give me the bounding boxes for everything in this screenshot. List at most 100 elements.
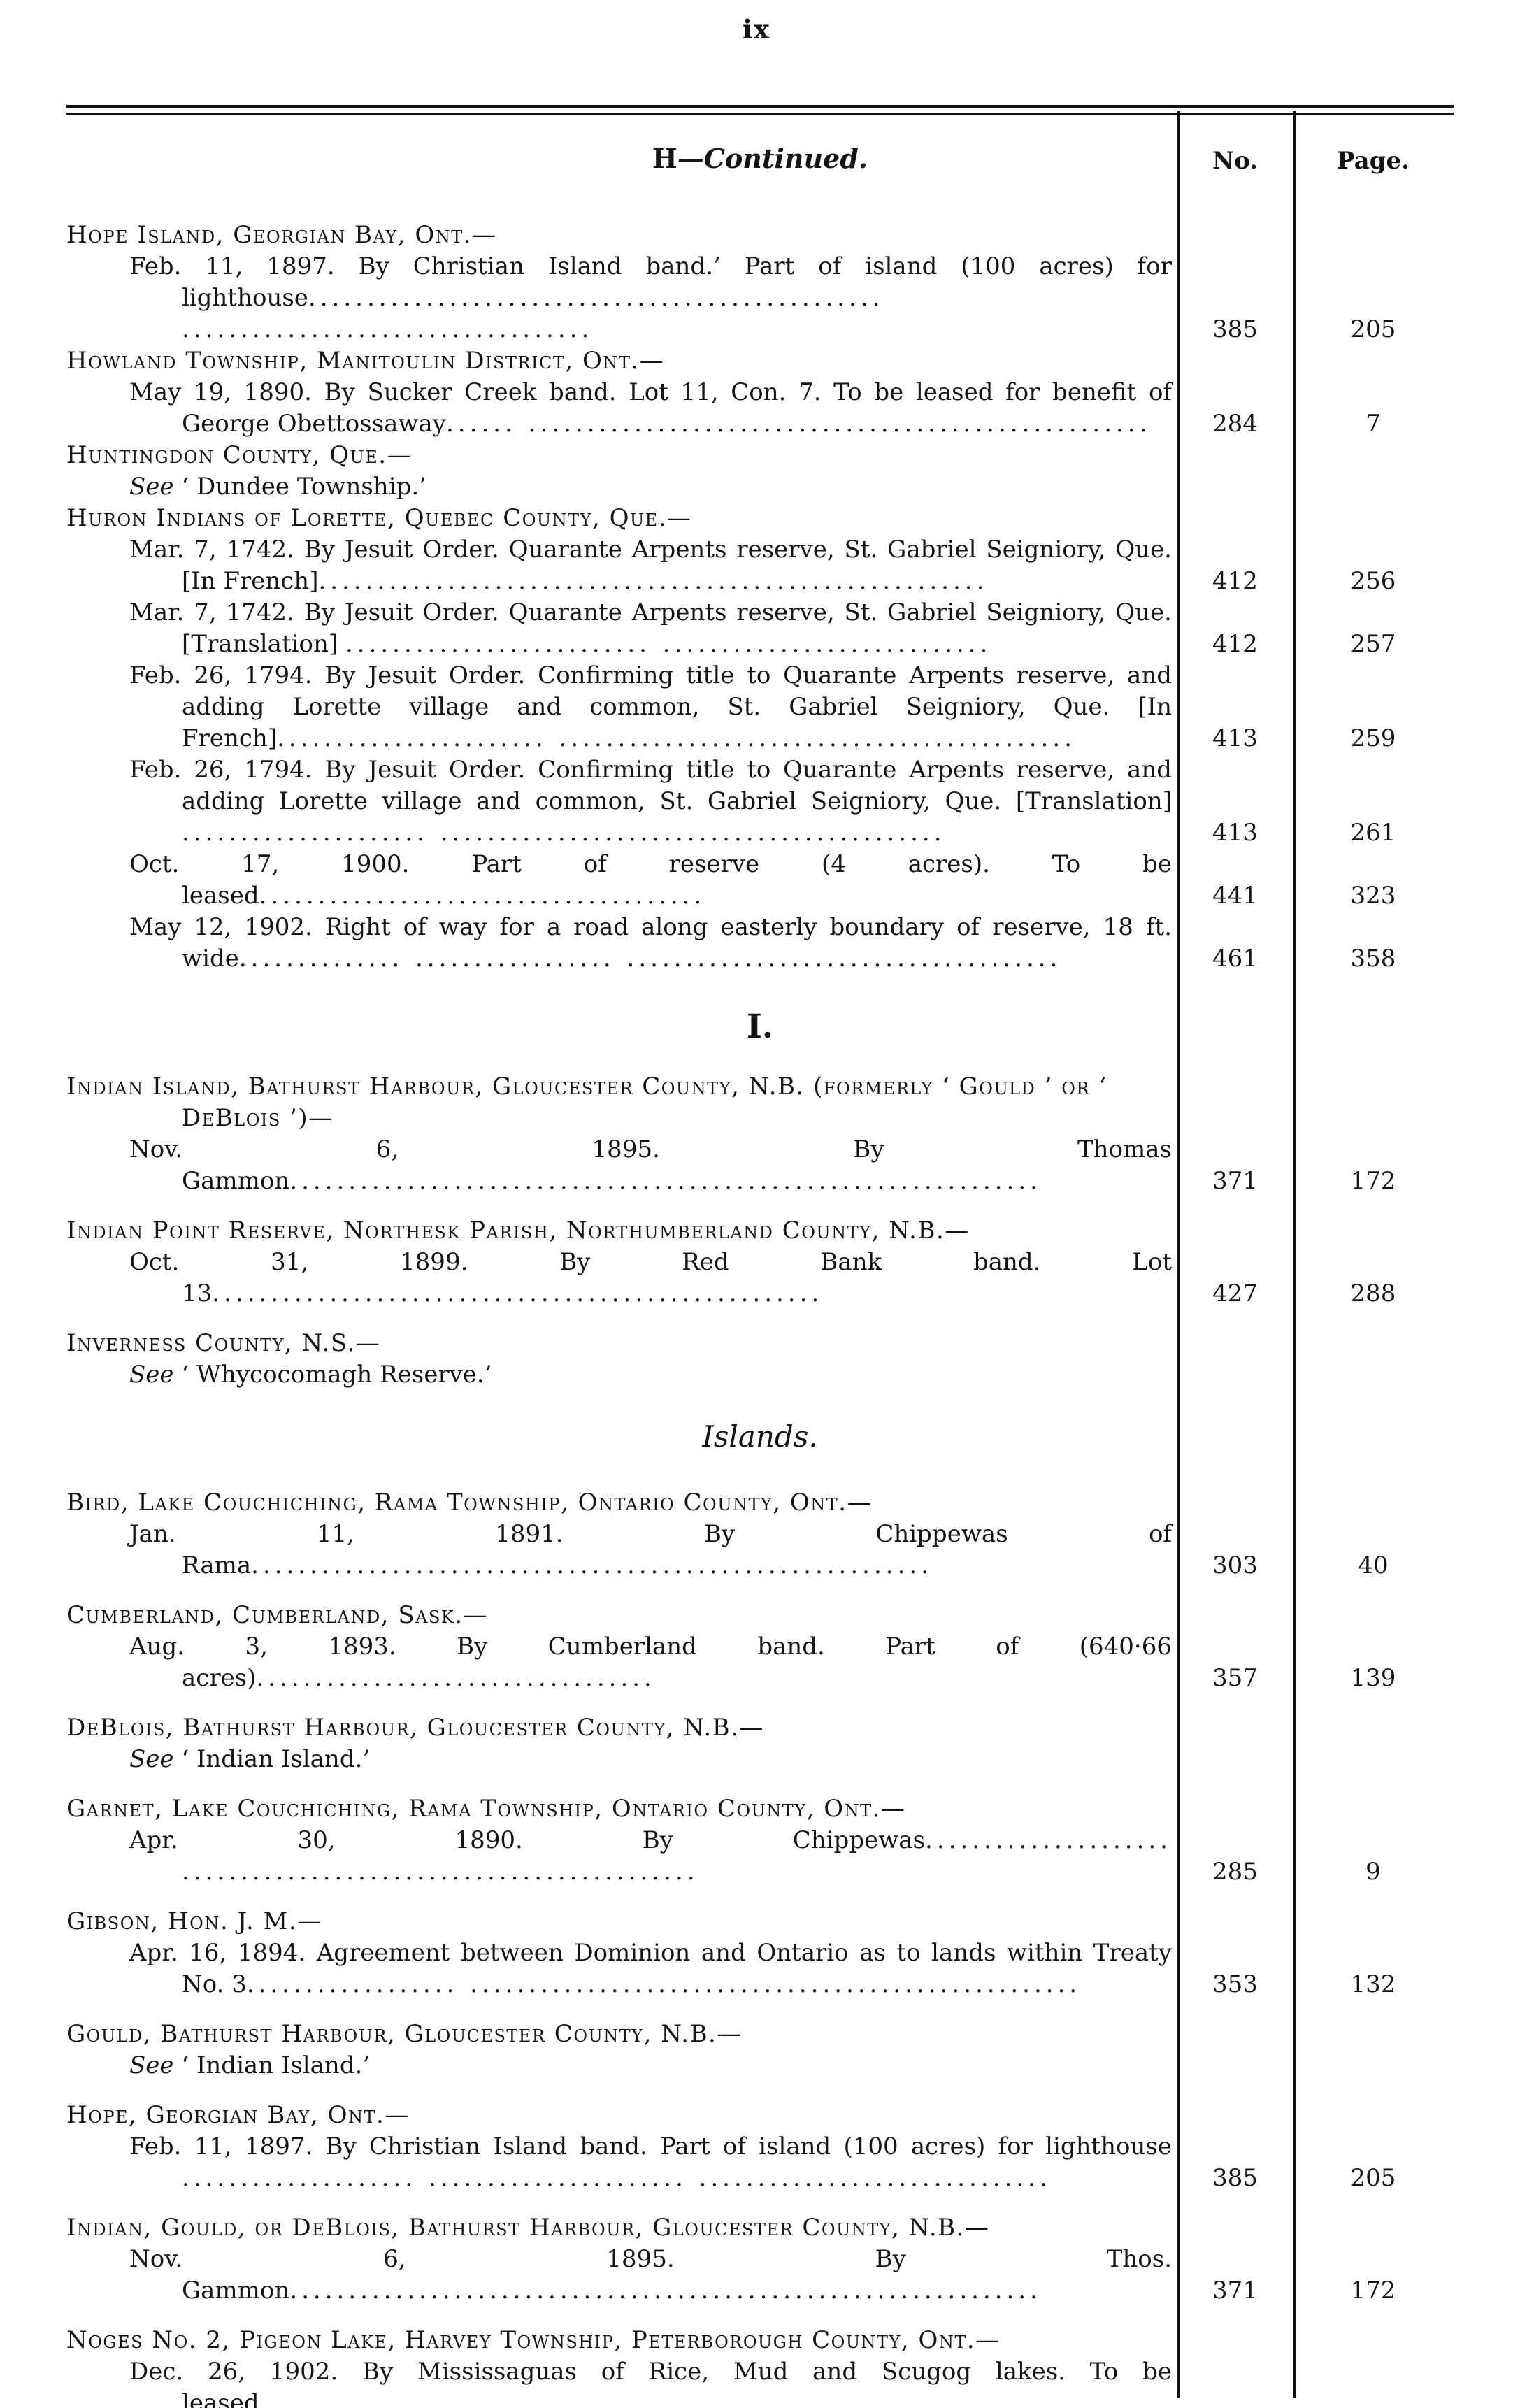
section-heading-i: I.: [746, 1008, 774, 1046]
dot-leader: ..................................: [256, 1664, 656, 1692]
index-entry-group: Inverness County, N.S.— See ‘ Whycocomagh…: [66, 1328, 1454, 1391]
entry-line: Feb. 26, 1794. By Jesuit Order. Confirmi…: [66, 660, 1454, 754]
entry-line: Feb. 11, 1897. By Christian Island band.…: [66, 251, 1454, 345]
entry-page-value: 132: [1350, 1970, 1396, 1998]
dot-leader: ........................................…: [289, 2277, 1042, 2305]
entry-text: Feb. 26, 1794. By Jesuit Order. Confirmi…: [129, 756, 1172, 815]
entry-no-value: 371: [1212, 1167, 1258, 1195]
entry-description: Feb. 11, 1897. By Christian Island band.…: [66, 251, 1177, 345]
dot-leader: ........................................…: [212, 1280, 824, 1307]
table-header-row: H—Continued. No. Page.: [66, 115, 1454, 196]
entry-no-value: 371: [1212, 2277, 1258, 2305]
page-column-header: Page.: [1337, 147, 1410, 175]
index-entry-group: Noges No. 2, Pigeon Lake, Harvey Townshi…: [66, 2325, 1454, 2408]
entry-headword: Huntingdon County, Que.—: [66, 441, 413, 469]
entry-text: May 12, 1902. Right of way for a road al…: [129, 913, 1172, 973]
entry-page-value: 323: [1350, 882, 1396, 910]
entry-headword: Indian Island, Bathurst Harbour, Glouces…: [66, 1073, 1107, 1132]
entry-line: May 12, 1902. Right of way for a road al…: [66, 912, 1454, 975]
index-entry-group: Cumberland, Cumberland, Sask.— Aug. 3, 18…: [66, 1600, 1454, 1694]
entry-line: See ‘ Indian Island.’: [66, 2050, 1454, 2081]
entry-headword: Howland Township, Manitoulin District, O…: [66, 347, 665, 375]
entry-page-value: 257: [1350, 630, 1396, 658]
entry-line: Oct. 31, 1899. By Red Bank band. Lot 13.…: [66, 1247, 1454, 1310]
index-entry-group: Garnet, Lake Couchiching, Rama Township,…: [66, 1793, 1454, 1888]
entry-no-value: 412: [1212, 630, 1258, 658]
entry-description: Nov. 6, 1895. By Thomas Gammon..........…: [66, 1134, 1177, 1197]
section-letter: H: [652, 143, 677, 174]
entry-line: Mar. 7, 1742. By Jesuit Order. Quarante …: [66, 534, 1454, 597]
index-entry-group: Indian Island, Bathurst Harbour, Glouces…: [66, 1071, 1454, 1197]
entry-page-value: 205: [1350, 2164, 1396, 2192]
entry-page-value: 205: [1350, 315, 1396, 343]
entry-no-value: 353: [1212, 1970, 1258, 1998]
dot-leader: ..................... ..................…: [182, 819, 946, 847]
index-entry-group: Indian, Gould, or DeBlois, Bathurst Harb…: [66, 2212, 1454, 2307]
entry-page-value: 7: [1365, 410, 1381, 438]
entry-page-value: 40: [1358, 1551, 1389, 1579]
entry-text: May 19, 1890. By Sucker Creek band. Lot …: [129, 378, 1172, 438]
dot-leader: ........................................…: [251, 1551, 933, 1579]
entry-text: Mar. 7, 1742. By Jesuit Order. Quarante …: [129, 536, 1172, 595]
no-column-rule: [1177, 111, 1180, 2398]
dot-leader: ........................................…: [289, 1167, 1042, 1195]
entry-page-value: 172: [1350, 1167, 1396, 1195]
entry-page-value: 259: [1350, 724, 1396, 752]
entry-page-value: 256: [1350, 567, 1396, 595]
entry-line: Nov. 6, 1895. By Thos. Gammon...........…: [66, 2244, 1454, 2307]
entry-text: Nov. 6, 1895. By Thos. Gammon: [129, 2245, 1172, 2305]
entry-description: Feb. 11, 1897. By Christian Island band.…: [66, 2131, 1177, 2194]
cross-reference: See ‘ Whycocomagh Reserve.’: [66, 1359, 1177, 1391]
cross-reference-target: ‘ Indian Island.’: [173, 2051, 371, 2079]
index-entry-group: Gould, Bathurst Harbour, Gloucester Coun…: [66, 2019, 1454, 2081]
entry-headword: Gould, Bathurst Harbour, Gloucester Coun…: [66, 2020, 742, 2048]
entry-text: Nov. 6, 1895. By Thomas Gammon: [129, 1135, 1172, 1195]
entry-page-value: 172: [1350, 2277, 1396, 2305]
entry-line: See ‘ Dundee Township.’: [66, 471, 1454, 503]
section-heading-h-continued: H—Continued.: [66, 143, 1454, 174]
entry-text: Feb. 11, 1897. By Christian Island band.…: [129, 2133, 1172, 2160]
cross-reference: See ‘ Indian Island.’: [66, 1744, 1177, 1775]
entry-headword: Noges No. 2, Pigeon Lake, Harvey Townshi…: [66, 2326, 1001, 2354]
entry-no-value: 284: [1212, 410, 1258, 438]
entry-page-value: 139: [1350, 1664, 1396, 1692]
no-column-header: No.: [1212, 147, 1258, 175]
see-word: See: [129, 1361, 174, 1389]
entry-line: Mar. 7, 1742. By Jesuit Order. Quarante …: [66, 597, 1454, 660]
entry-headword: Indian, Gould, or DeBlois, Bathurst Harb…: [66, 2214, 990, 2242]
page-number: ix: [742, 14, 771, 45]
cross-reference-target: ‘ Dundee Township.’: [173, 473, 426, 501]
entry-page-value: 358: [1350, 945, 1396, 973]
entry-no-value: 357: [1212, 1664, 1258, 1692]
index-entry-group: Huron Indians of Lorette, Quebec County,…: [66, 503, 1454, 975]
index-entry-group: Gibson, Hon. J. M.— Apr. 16, 1894. Agreem…: [66, 1906, 1454, 2000]
entry-line: Aug. 3, 1893. By Cumberland band. Part o…: [66, 1631, 1454, 1694]
index-entry-group: DeBlois, Bathurst Harbour, Gloucester Co…: [66, 1712, 1454, 1775]
dot-leader: ...... .................................…: [446, 410, 1152, 438]
entry-description: Nov. 6, 1895. By Thos. Gammon...........…: [66, 2244, 1177, 2307]
entry-no-value: 303: [1212, 1551, 1258, 1579]
section-islands: Bird, Lake Couchiching, Rama Township, O…: [66, 1487, 1454, 2408]
entry-description: Oct. 31, 1899. By Red Bank band. Lot 13.…: [66, 1247, 1177, 1310]
entry-line: Nov. 6, 1895. By Thomas Gammon..........…: [66, 1134, 1454, 1197]
entry-description: Feb. 26, 1794. By Jesuit Order. Confirmi…: [66, 660, 1177, 754]
entry-line: Dec. 26, 1902. By Mississaguas of Rice, …: [66, 2356, 1454, 2408]
index-entry-group: Hope Island, Georgian Bay, Ont.— Feb. 11,…: [66, 220, 1454, 345]
see-word: See: [129, 2051, 174, 2079]
entry-text: Aug. 3, 1893. By Cumberland band. Part o…: [129, 1633, 1172, 1692]
entry-no-value: 427: [1212, 1280, 1258, 1307]
entry-text: Oct. 17, 1900. Part of reserve (4 acres)…: [129, 850, 1172, 910]
section-i: Indian Island, Bathurst Harbour, Glouces…: [66, 1071, 1454, 1391]
entries: Hope Island, Georgian Bay, Ont.— Feb. 11,…: [66, 196, 1454, 2408]
entry-no-value: 385: [1212, 315, 1258, 343]
entry-text: Feb. 26, 1794. By Jesuit Order. Confirmi…: [129, 661, 1172, 752]
entry-line: See ‘ Indian Island.’: [66, 1744, 1454, 1775]
dot-leader: .................... ...................…: [182, 2164, 1052, 2192]
top-double-rule: [66, 105, 1454, 115]
entry-no-value: 461: [1212, 945, 1258, 973]
entry-headword: Huron Indians of Lorette, Quebec County,…: [66, 504, 692, 532]
entry-text: Jan. 11, 1891. By Chippewas of Rama: [129, 1520, 1172, 1579]
entry-description: Mar. 7, 1742. By Jesuit Order. Quarante …: [66, 597, 1177, 660]
cross-reference-target: ‘ Whycocomagh Reserve.’: [173, 1361, 492, 1389]
entry-headword: Garnet, Lake Couchiching, Rama Township,…: [66, 1795, 906, 1823]
